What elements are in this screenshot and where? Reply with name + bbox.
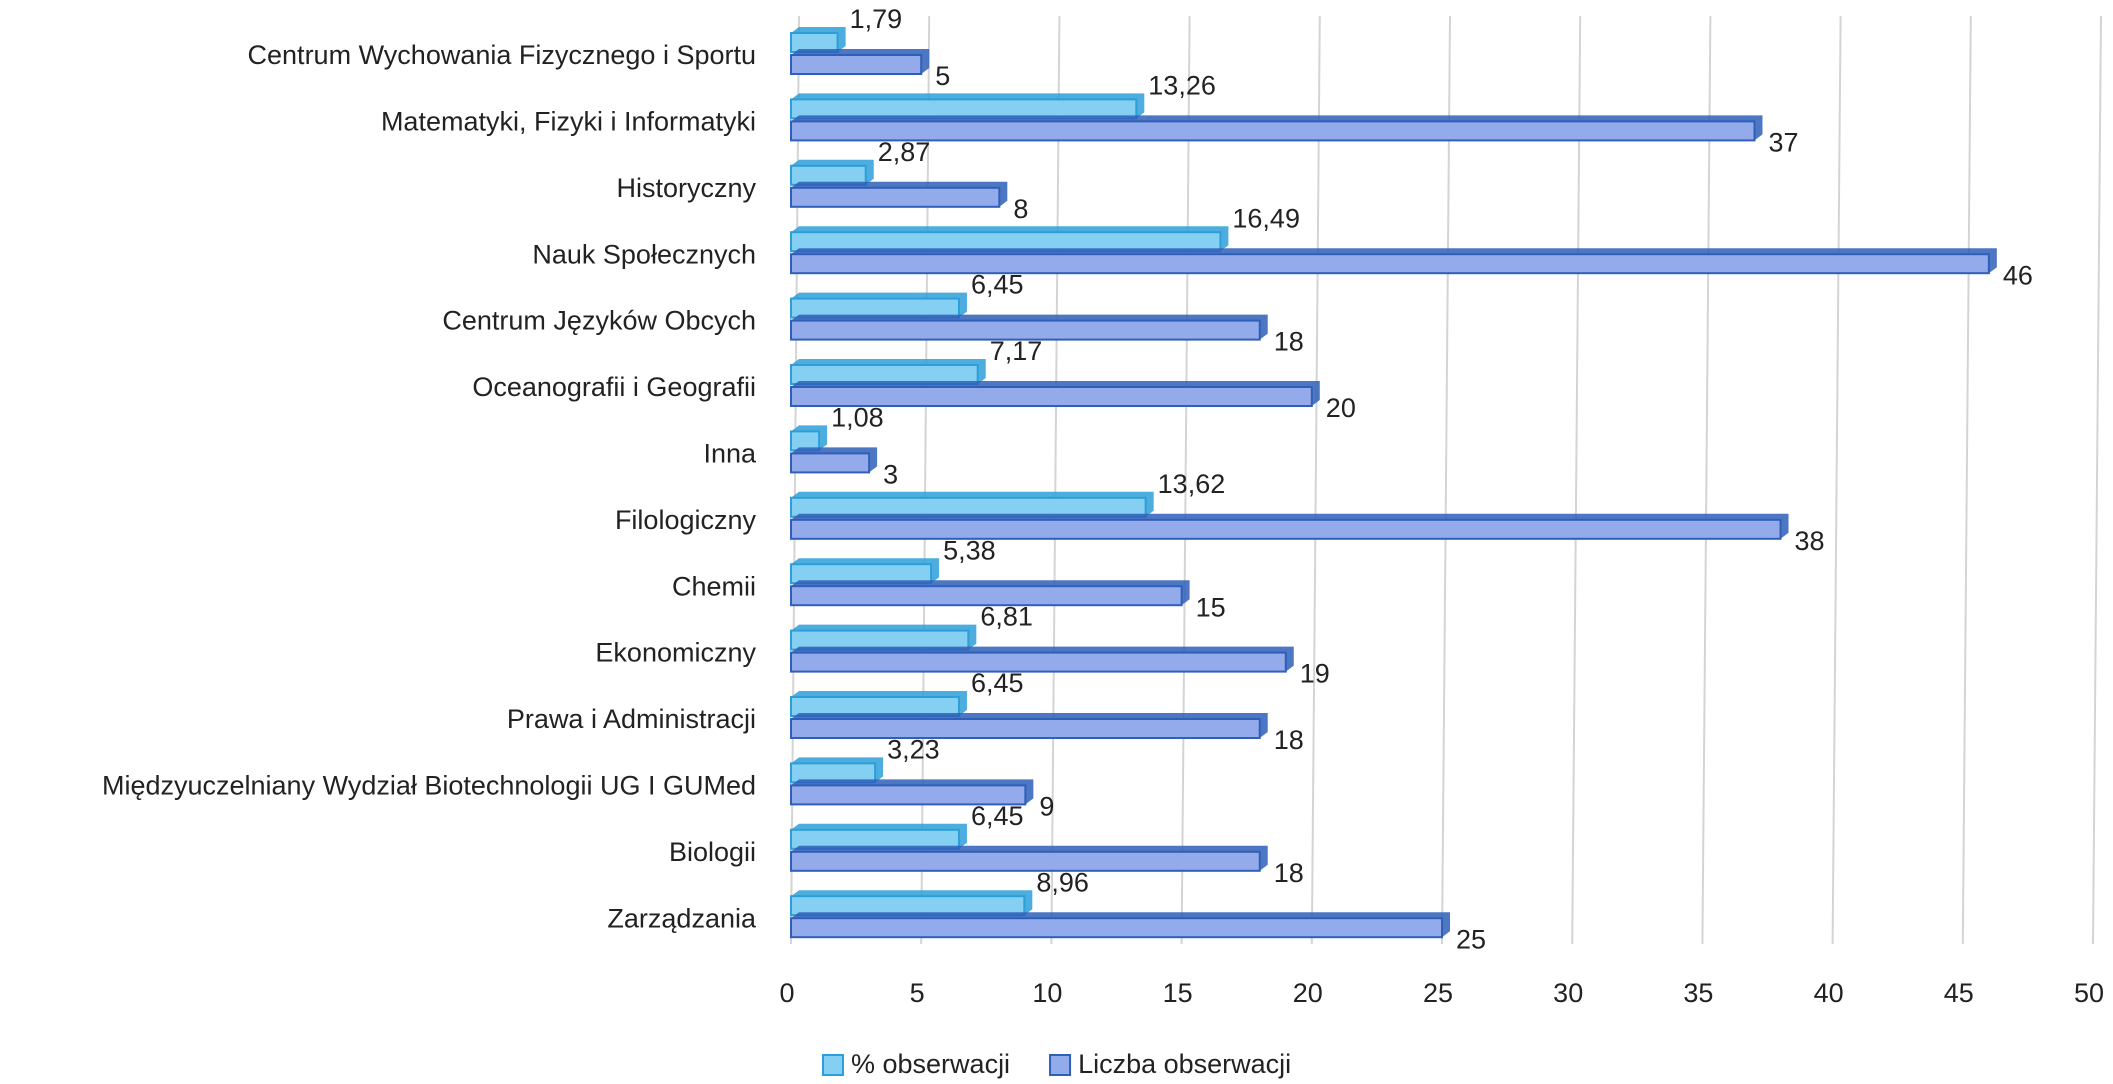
data-label: 8 — [1013, 194, 1028, 224]
x-tick-label: 25 — [1423, 978, 1453, 1008]
data-label: 6,45 — [971, 668, 1024, 698]
legend-swatch — [1049, 1054, 1072, 1076]
bar — [790, 850, 1261, 872]
data-label: 19 — [1300, 659, 1330, 689]
grid-line — [1831, 15, 1842, 945]
data-label: 38 — [1795, 526, 1825, 556]
bar — [790, 651, 1287, 673]
bar-depth — [791, 248, 1997, 274]
data-label: 5,38 — [943, 535, 996, 565]
bar — [790, 54, 923, 75]
data-label: 3,23 — [887, 735, 940, 765]
data-label: 25 — [1456, 924, 1486, 954]
bar — [790, 186, 1001, 208]
legend-label: Liczba obserwacji — [1078, 1049, 1291, 1079]
x-tick-label: 50 — [2074, 978, 2104, 1008]
y-tick-label: Inna — [703, 439, 757, 469]
data-label: 6,45 — [971, 801, 1024, 831]
data-label: 1,08 — [831, 403, 884, 433]
bar — [790, 120, 1756, 142]
y-tick-label: Międzyuczelniany Wydział Biotechnologii … — [102, 771, 756, 801]
x-tick-label: 40 — [1814, 978, 1844, 1008]
bar — [790, 452, 871, 474]
y-tick-label: Historyczny — [616, 173, 756, 203]
x-tick-label: 0 — [779, 978, 794, 1008]
bar — [790, 253, 1990, 275]
y-tick-label: Zarządzania — [607, 903, 757, 933]
x-tick-label: 15 — [1163, 978, 1193, 1008]
data-label: 15 — [1196, 592, 1226, 622]
grid-line — [1701, 15, 1712, 945]
x-tick-label: 20 — [1293, 978, 1323, 1008]
bar — [790, 518, 1782, 540]
y-tick-label: Centrum Języków Obcych — [442, 306, 756, 336]
legend-label: % obserwacji — [851, 1049, 1010, 1079]
data-label: 1,79 — [850, 4, 903, 34]
grid-line — [1180, 15, 1191, 945]
data-label: 7,17 — [990, 336, 1043, 366]
grid-line — [1571, 15, 1582, 945]
data-label: 46 — [2003, 260, 2033, 290]
y-tick-label: Ekonomiczny — [595, 638, 756, 668]
bar — [790, 319, 1261, 341]
y-tick-label: Matematyki, Fizyki i Informatyki — [381, 107, 756, 137]
data-label: 18 — [1274, 725, 1304, 755]
bar — [790, 917, 1443, 939]
y-tick-label: Biologii — [669, 837, 756, 867]
data-label: 16,49 — [1232, 203, 1300, 233]
bar — [790, 718, 1261, 739]
bar — [790, 386, 1313, 407]
data-label: 6,45 — [971, 270, 1024, 300]
legend-swatch — [822, 1054, 844, 1076]
grid-line — [2092, 15, 2102, 945]
data-label: 18 — [1274, 858, 1304, 888]
x-tick-label: 45 — [1944, 978, 1974, 1008]
grid-line — [1441, 15, 1451, 945]
data-label: 37 — [1768, 128, 1798, 158]
bar — [790, 585, 1183, 607]
data-label: 13,62 — [1158, 469, 1226, 499]
grid-line — [1050, 15, 1061, 945]
data-label: 18 — [1274, 327, 1304, 357]
y-tick-label: Chemii — [672, 571, 756, 601]
data-label: 6,81 — [980, 602, 1033, 632]
data-label: 20 — [1326, 393, 1356, 423]
y-tick-label: Prawa i Administracji — [507, 704, 756, 734]
y-tick-label: Centrum Wychowania Fizycznego i Sportu — [248, 40, 756, 70]
grid-line — [1961, 15, 1972, 945]
y-tick-label: Nauk Społecznych — [532, 239, 756, 269]
x-tick-label: 30 — [1553, 978, 1583, 1008]
x-tick-label: 5 — [910, 978, 925, 1008]
bar — [790, 784, 1027, 806]
x-tick-label: 35 — [1683, 978, 1713, 1008]
data-label: 2,87 — [878, 137, 931, 167]
data-label: 13,26 — [1148, 71, 1216, 101]
data-label: 8,96 — [1036, 867, 1089, 897]
x-tick-label: 10 — [1032, 978, 1062, 1008]
y-tick-label: Filologiczny — [615, 505, 757, 535]
grid-line — [1310, 15, 1321, 945]
data-label: 5 — [935, 61, 950, 91]
y-tick-label: Oceanografii i Geografii — [472, 372, 756, 402]
data-label: 3 — [883, 460, 898, 490]
data-label: 9 — [1039, 792, 1054, 822]
